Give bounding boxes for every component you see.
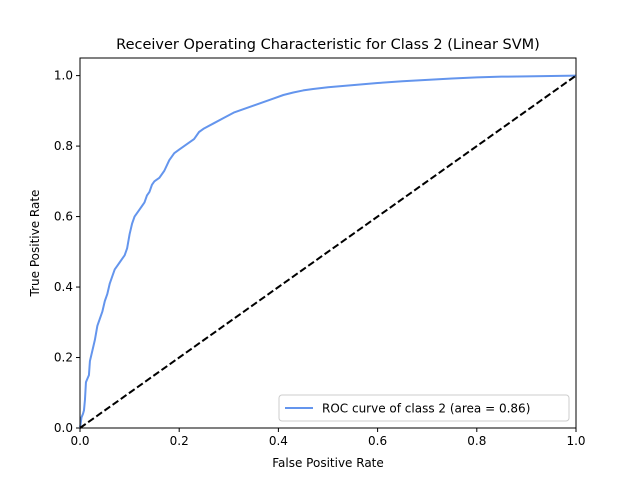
x-tick-label: 0.2 xyxy=(170,434,189,448)
legend-entry-label: ROC curve of class 2 (area = 0.86) xyxy=(322,402,530,416)
y-tick-label: 0.2 xyxy=(54,351,73,365)
x-tick-label: 0.4 xyxy=(269,434,288,448)
y-tick-label: 0.6 xyxy=(54,210,73,224)
chart-title: Receiver Operating Characteristic for Cl… xyxy=(116,37,540,53)
x-tick-label: 0.6 xyxy=(368,434,387,448)
x-axis-label: False Positive Rate xyxy=(272,456,384,470)
chance-diagonal-line xyxy=(79,74,577,429)
plot-frame xyxy=(79,57,577,429)
y-tick-label: 0.8 xyxy=(54,139,73,153)
x-tick-label: 1.0 xyxy=(566,434,585,448)
y-axis-label: True Positive Rate xyxy=(28,190,42,298)
x-tick-label: 0.0 xyxy=(70,434,89,448)
y-tick-label: 1.0 xyxy=(54,69,73,83)
legend: ROC curve of class 2 (area = 0.86) xyxy=(278,394,570,422)
legend-box xyxy=(278,394,570,422)
roc-curve-line xyxy=(79,74,577,429)
plot-area xyxy=(80,58,576,428)
y-tick-label: 0.0 xyxy=(54,421,73,435)
axis-ticks: 0.0 0.2 0.4 0.6 0.8 1.0 0.0 0.2 0.4 0.6 0.8 1.0 xyxy=(54,69,586,448)
y-tick-label: 0.4 xyxy=(54,280,73,294)
series-layer xyxy=(79,74,577,429)
x-tick-label: 0.8 xyxy=(467,434,486,448)
